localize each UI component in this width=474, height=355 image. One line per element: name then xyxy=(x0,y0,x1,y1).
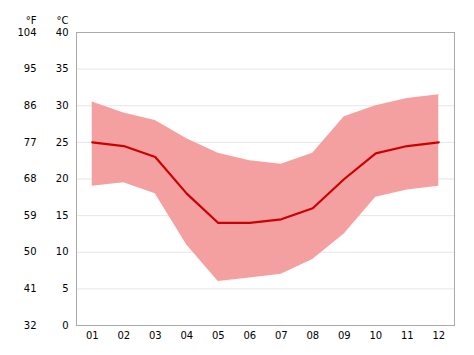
svg-text:°C: °C xyxy=(57,15,69,26)
svg-text:09: 09 xyxy=(338,330,351,341)
svg-text:07: 07 xyxy=(275,330,288,341)
svg-text:5: 5 xyxy=(62,283,68,294)
svg-text:68: 68 xyxy=(24,173,37,184)
svg-text:05: 05 xyxy=(212,330,225,341)
svg-text:12: 12 xyxy=(432,330,445,341)
svg-text:35: 35 xyxy=(56,63,69,74)
svg-text:04: 04 xyxy=(180,330,193,341)
svg-text:10: 10 xyxy=(56,246,69,257)
svg-text:32: 32 xyxy=(24,320,37,331)
svg-text:08: 08 xyxy=(306,330,319,341)
svg-text:03: 03 xyxy=(149,330,162,341)
svg-text:41: 41 xyxy=(24,283,37,294)
svg-text:°F: °F xyxy=(26,15,37,26)
svg-text:59: 59 xyxy=(24,210,37,221)
svg-text:10: 10 xyxy=(369,330,382,341)
svg-text:95: 95 xyxy=(24,63,37,74)
svg-text:02: 02 xyxy=(117,330,130,341)
svg-text:50: 50 xyxy=(24,246,37,257)
svg-text:15: 15 xyxy=(56,210,69,221)
svg-text:01: 01 xyxy=(86,330,99,341)
svg-text:06: 06 xyxy=(243,330,256,341)
svg-text:20: 20 xyxy=(56,173,69,184)
svg-text:77: 77 xyxy=(24,137,37,148)
svg-text:104: 104 xyxy=(17,27,36,38)
svg-text:0: 0 xyxy=(62,320,68,331)
svg-text:25: 25 xyxy=(56,137,69,148)
svg-text:30: 30 xyxy=(56,100,69,111)
svg-text:40: 40 xyxy=(56,27,69,38)
svg-text:86: 86 xyxy=(24,100,37,111)
svg-text:11: 11 xyxy=(401,330,414,341)
